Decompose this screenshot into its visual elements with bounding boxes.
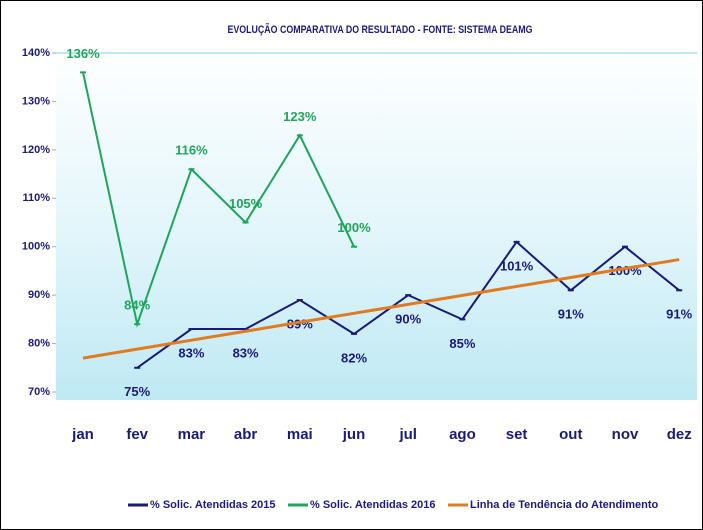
- plot-area: [56, 45, 697, 400]
- y-tick-label: 90%: [28, 289, 50, 301]
- data-label: 116%: [175, 143, 208, 158]
- x-tick-label: abr: [234, 426, 258, 443]
- legend-label: % Solic. Atendidas 2016: [310, 499, 436, 511]
- x-tick-label: jan: [71, 426, 94, 443]
- data-label: 82%: [341, 350, 367, 365]
- data-label: 100%: [337, 220, 371, 235]
- x-tick-label: ago: [449, 426, 476, 443]
- y-tick-label: 100%: [22, 241, 50, 253]
- x-tick-label: out: [559, 426, 582, 443]
- series-line: [82, 72, 355, 328]
- x-tick-label: set: [506, 426, 528, 443]
- x-tick-label: mar: [178, 426, 206, 443]
- x-tick-label: fev: [126, 426, 148, 443]
- legend-label: Linha de Tendência do Atendimento: [470, 499, 659, 511]
- data-label: 123%: [283, 109, 317, 124]
- data-label: 90%: [395, 312, 421, 327]
- y-tick-label: 80%: [28, 337, 50, 349]
- x-tick-label: nov: [612, 426, 639, 443]
- y-tick-label: 140%: [22, 47, 50, 59]
- data-label: 83%: [233, 345, 259, 360]
- y-tick-label: 110%: [22, 192, 50, 204]
- x-tick-label: jul: [398, 426, 417, 443]
- x-tick-label: mai: [287, 426, 313, 443]
- data-label: 85%: [449, 336, 475, 351]
- y-tick-label: 120%: [22, 144, 50, 156]
- data-label: 101%: [500, 258, 534, 273]
- y-tick-label: 130%: [22, 95, 50, 107]
- chart-title: EVOLUÇÃO COMPARATIVA DO RESULTADO - FONT…: [228, 23, 533, 36]
- data-label: 75%: [124, 384, 150, 399]
- data-label: 84%: [124, 298, 150, 313]
- data-label: 91%: [558, 307, 584, 322]
- series-line: [82, 258, 680, 360]
- data-label: 105%: [229, 196, 263, 211]
- legend-label: % Solic. Atendidas 2015: [150, 499, 276, 511]
- data-label: 91%: [666, 307, 692, 322]
- y-tick-label: 70%: [28, 386, 50, 398]
- x-tick-label: jun: [342, 426, 366, 443]
- x-tick-label: dez: [667, 426, 692, 443]
- data-label: 83%: [178, 345, 204, 360]
- data-label: 136%: [66, 46, 100, 61]
